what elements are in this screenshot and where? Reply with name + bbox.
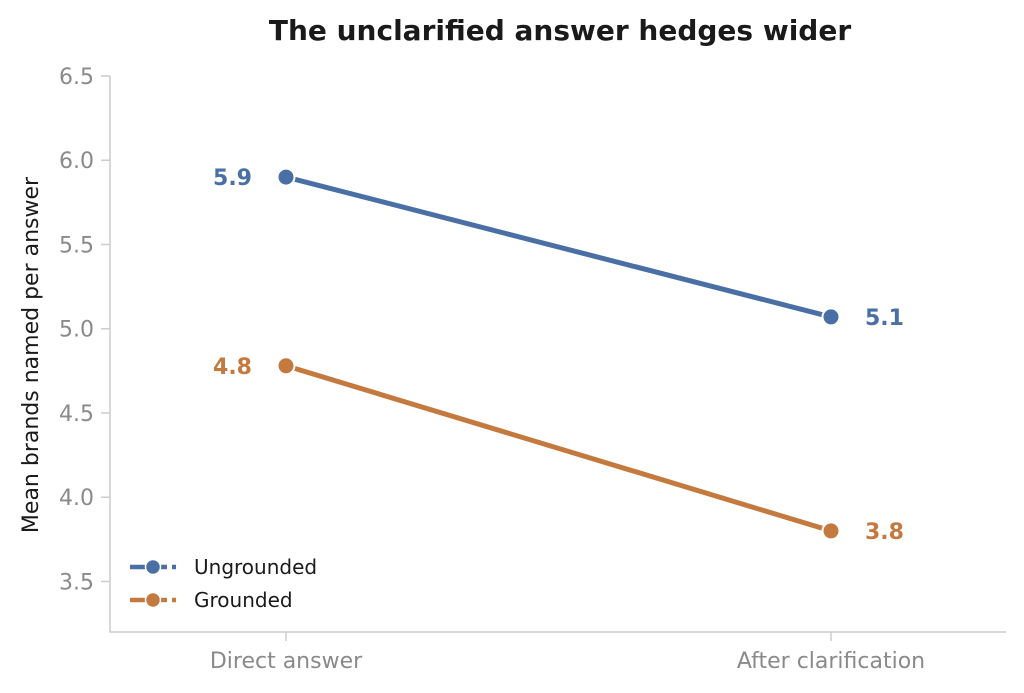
legend-marker	[144, 558, 162, 576]
legend-label: Grounded	[194, 588, 293, 612]
data-label: 3.8	[865, 520, 904, 545]
data-point	[821, 307, 841, 327]
series-line-grounded	[283, 363, 834, 534]
y-tick-label: 6.0	[59, 149, 94, 174]
data-label: 5.1	[865, 306, 904, 331]
data-label: 5.9	[213, 166, 252, 191]
series-points	[276, 167, 841, 541]
data-point	[821, 521, 841, 541]
y-tick-label: 4.5	[59, 402, 94, 427]
data-label: 4.8	[213, 355, 252, 380]
legend-marker	[144, 591, 162, 609]
series-lines	[283, 174, 834, 534]
axes-frame	[109, 76, 1006, 633]
y-tick-label: 4.0	[59, 486, 94, 511]
legend: Ungrounded Grounded	[130, 555, 317, 612]
data-labels: 5.9 5.1 4.8 3.8	[213, 166, 904, 545]
y-tick-label: 5.5	[59, 233, 94, 258]
y-tick-label: 3.5	[59, 570, 94, 595]
y-tick-label: 5.0	[59, 318, 94, 343]
chart-title: The unclarified answer hedges wider	[269, 14, 851, 47]
data-point	[276, 356, 296, 376]
x-tick-label: Direct answer	[210, 649, 363, 674]
y-axis-ticks: 3.5 4.0 4.5 5.0 5.5 6.0 6.5	[59, 65, 110, 595]
series-line-ungrounded	[283, 174, 834, 320]
x-axis-ticks: Direct answer After clarification	[210, 632, 925, 674]
legend-item: Ungrounded	[130, 555, 317, 579]
x-tick-label: After clarification	[737, 649, 925, 674]
data-point	[276, 167, 296, 187]
legend-label: Ungrounded	[194, 555, 317, 579]
y-tick-label: 6.5	[59, 65, 94, 90]
y-axis-label: Mean brands named per answer	[19, 176, 44, 533]
legend-item: Grounded	[130, 588, 293, 612]
